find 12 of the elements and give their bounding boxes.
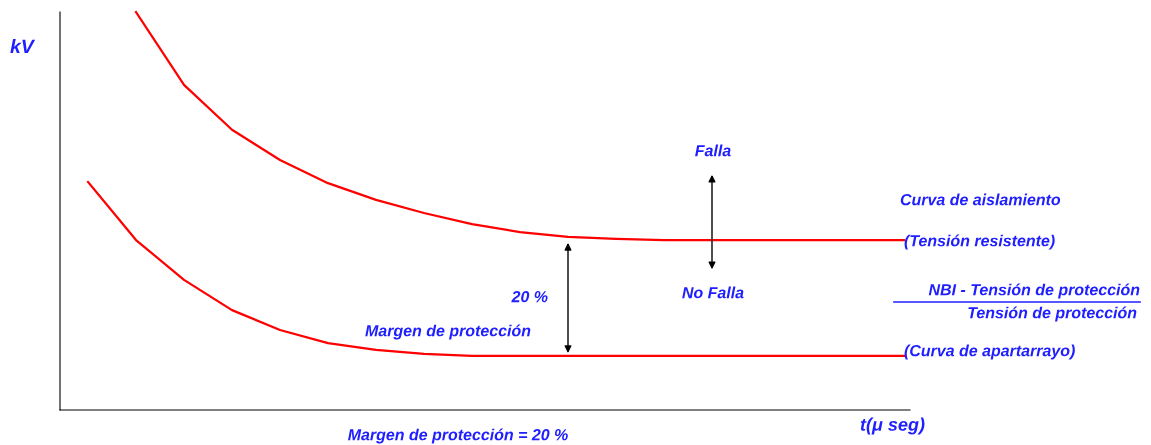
annotation: No Falla [682, 286, 744, 299]
text: Tensión de protección [968, 306, 1137, 322]
y-axis-title: kV [10, 38, 36, 54]
annotation: (Tensión resistente) [904, 234, 1055, 250]
annotation: Curva de aislamiento [900, 193, 1061, 206]
annotation: (Curva de apartarrayo) [904, 344, 1075, 360]
annotation: Falla [695, 144, 731, 157]
text: NBI - Tensión de protección [928, 283, 1140, 299]
annotation: 20 % [511, 290, 548, 303]
x-axis-title: t(μ seg) [860, 417, 925, 435]
text: Margen de protección = 20 % [348, 428, 568, 444]
annotation: Margen de protección [365, 324, 531, 340]
